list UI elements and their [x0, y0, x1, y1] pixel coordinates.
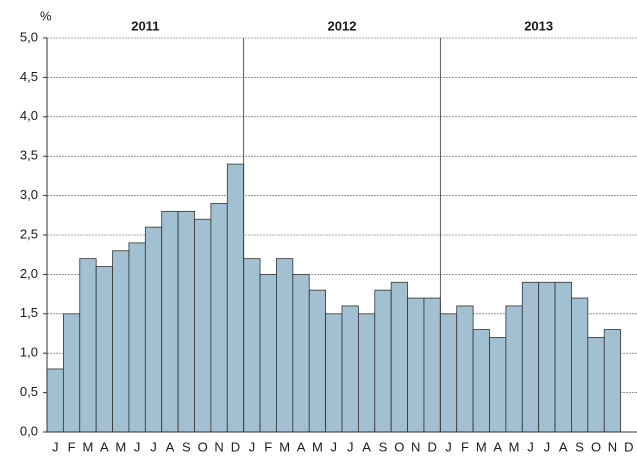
x-tick-label: F [461, 439, 469, 454]
y-tick-label: 3,0 [20, 187, 38, 202]
bar [357, 313, 376, 433]
x-tick-label: M [279, 439, 290, 454]
x-tick-label: J [150, 439, 157, 454]
x-tick-label: S [182, 439, 191, 454]
bar [276, 258, 294, 433]
x-tick-label: A [166, 439, 175, 454]
x-tick-label: A [100, 439, 109, 454]
bar [390, 281, 408, 433]
bar [587, 337, 605, 433]
bar [325, 313, 343, 433]
x-tick-label: J [527, 439, 534, 454]
bar [505, 305, 523, 433]
bar [407, 297, 425, 433]
bar [538, 281, 556, 433]
x-tick-label: O [394, 439, 404, 454]
x-tick-label: O [591, 439, 601, 454]
x-tick-label: A [362, 439, 371, 454]
bar [226, 163, 245, 433]
bar [439, 313, 458, 433]
x-tick-label: M [115, 439, 126, 454]
y-tick-label: 4,5 [20, 69, 38, 84]
y-tick-label: 1,5 [20, 305, 38, 320]
x-tick-label: N [608, 439, 617, 454]
x-tick-label: J [445, 439, 452, 454]
bar [243, 258, 261, 433]
group-label: 2012 [328, 18, 357, 33]
x-tick-label: J [134, 439, 141, 454]
bar [423, 297, 441, 433]
x-tick-label: N [214, 439, 223, 454]
x-tick-label: J [347, 439, 354, 454]
x-tick-label: D [427, 439, 436, 454]
bar [210, 203, 228, 433]
x-tick-label: M [509, 439, 520, 454]
bar [194, 218, 212, 433]
bar [341, 305, 359, 433]
x-tick-label: J [331, 439, 338, 454]
x-tick-label: F [264, 439, 272, 454]
bar [571, 297, 589, 433]
y-tick-label: 3,5 [20, 148, 38, 163]
bar [95, 266, 113, 433]
bar [456, 305, 474, 433]
x-tick-label: D [231, 439, 240, 454]
group-label: 2011 [131, 18, 159, 33]
bar [161, 210, 179, 433]
x-tick-label: A [559, 439, 568, 454]
y-tick-label: 0,0 [20, 423, 38, 438]
bar [554, 281, 572, 433]
x-tick-label: F [68, 439, 76, 454]
bar [603, 329, 622, 433]
y-tick-label: 5,0 [20, 29, 38, 44]
group-label: 2013 [524, 18, 553, 33]
x-tick-label: J [544, 439, 551, 454]
x-tick-label: A [297, 439, 306, 454]
bar [112, 250, 130, 433]
x-tick-label: S [575, 439, 584, 454]
y-tick-label: 1,0 [20, 345, 38, 360]
bar [144, 226, 163, 433]
x-tick-label: M [312, 439, 323, 454]
y-tick-label: 0,5 [20, 384, 38, 399]
bar [472, 329, 490, 433]
y-unit: % [40, 8, 52, 23]
x-tick-label: M [476, 439, 487, 454]
bar [489, 337, 507, 433]
bar [292, 273, 310, 433]
bar [62, 313, 81, 433]
x-tick-label: M [83, 439, 94, 454]
y-tick-label: 4,0 [20, 108, 38, 123]
x-tick-label: J [249, 439, 256, 454]
x-tick-label: A [493, 439, 502, 454]
x-tick-label: J [52, 439, 59, 454]
x-tick-label: S [379, 439, 388, 454]
bar [374, 289, 392, 433]
bar [46, 368, 64, 433]
bar [177, 210, 195, 433]
y-tick-label: 2,5 [20, 226, 38, 241]
x-tick-label: O [198, 439, 208, 454]
bar [308, 289, 327, 433]
bar [259, 273, 277, 433]
y-tick-label: 2,0 [20, 266, 38, 281]
bar [521, 281, 540, 433]
bar [79, 258, 97, 433]
x-tick-label: N [411, 439, 420, 454]
x-tick-label: D [624, 439, 633, 454]
bar [128, 242, 146, 433]
